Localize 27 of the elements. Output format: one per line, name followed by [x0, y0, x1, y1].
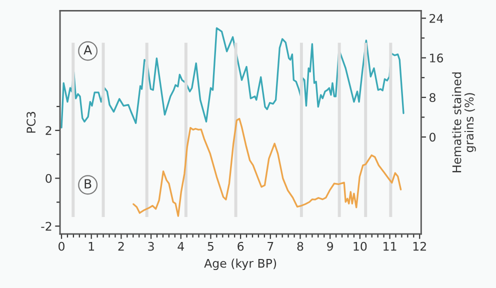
y-tick-label: -2: [41, 222, 52, 231]
x-tick-label: 0: [58, 242, 64, 251]
x-tick-label: 10: [354, 242, 367, 251]
y-tick-label: 0: [46, 174, 52, 183]
x-tick-label: 9: [327, 242, 334, 251]
x-tick-label: 11: [384, 242, 396, 251]
x-tick-label: 5: [208, 242, 214, 251]
line-series: [60, 27, 404, 128]
x-tick-label: 6: [238, 242, 244, 251]
y2-tick-label: 8: [430, 93, 436, 102]
y2-tick-label: 24: [430, 14, 444, 23]
x-tick-label: 7: [268, 242, 274, 251]
y-axis-title: PC3: [26, 112, 36, 133]
y2-axis-title: Hematite stained grains (%): [452, 72, 476, 172]
annotation: B: [84, 179, 92, 188]
x-tick-label: 1: [88, 242, 94, 251]
x-tick-label: 4: [178, 242, 184, 251]
x-tick-label: 8: [297, 242, 304, 251]
x-tick-label: 3: [148, 242, 154, 251]
annotation: A: [84, 45, 92, 54]
y-tick-label: 2: [46, 126, 52, 135]
x-axis-title: Age (kyr BP): [204, 258, 276, 270]
y2-tick-label: 16: [430, 54, 444, 62]
x-tick-label: 2: [118, 242, 124, 251]
y2-tick-label: 0: [430, 132, 436, 142]
x-tick-label: 12: [413, 242, 426, 251]
line-series: [132, 118, 402, 217]
